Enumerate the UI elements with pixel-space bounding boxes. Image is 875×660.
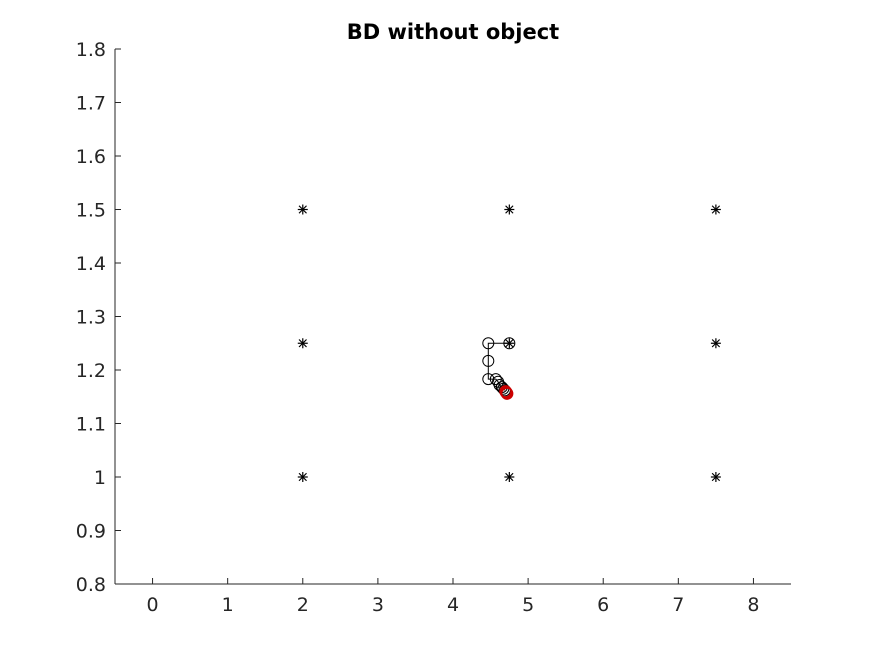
y-tick-label: 1.6 bbox=[76, 146, 106, 168]
x-tick-label: 3 bbox=[372, 594, 384, 616]
y-tick-label: 0.8 bbox=[76, 574, 106, 596]
trajectory-point bbox=[482, 354, 495, 367]
y-tick-label: 1 bbox=[94, 467, 106, 489]
x-tick-label: 8 bbox=[747, 594, 759, 616]
asterisk-marker bbox=[504, 338, 515, 349]
y-tick-label: 0.9 bbox=[76, 521, 106, 543]
x-tick-label: 7 bbox=[672, 594, 684, 616]
x-tick-label: 6 bbox=[597, 594, 609, 616]
asterisk-marker bbox=[504, 204, 515, 215]
trajectory-point bbox=[489, 373, 502, 386]
y-tick-label: 1.7 bbox=[76, 93, 106, 115]
y-tick-label: 1.1 bbox=[76, 414, 106, 436]
chart-title: BD without object bbox=[347, 20, 559, 44]
y-tick-label: 1.8 bbox=[76, 39, 106, 61]
y-tick-label: 1.3 bbox=[76, 307, 106, 329]
asterisk-marker bbox=[297, 472, 308, 482]
asterisk-marker bbox=[710, 472, 721, 482]
asterisk-marker bbox=[297, 338, 308, 349]
x-tick-label: 2 bbox=[297, 594, 309, 616]
final-point bbox=[500, 387, 514, 400]
asterisk-marker bbox=[710, 204, 721, 215]
axes: 0 1 2 3 4 5 6 7 8 0.8 0.9 1 1.1 1.2 1.3 1.4 1.5 1.6 1.7 1.8 bbox=[76, 39, 791, 616]
y-tick-label: 1.4 bbox=[76, 253, 106, 275]
trajectory-point bbox=[503, 337, 516, 350]
asterisk-marker bbox=[710, 338, 721, 349]
x-tick-label: 1 bbox=[222, 594, 234, 616]
x-tick-label: 0 bbox=[147, 594, 159, 616]
asterisk-marker bbox=[297, 204, 308, 215]
plot-area bbox=[297, 204, 721, 482]
asterisk-marker bbox=[504, 472, 515, 482]
x-tick-label: 4 bbox=[447, 594, 459, 616]
x-tick-label: 5 bbox=[522, 594, 534, 616]
y-tick-label: 1.5 bbox=[76, 200, 106, 222]
trajectory-point bbox=[482, 337, 495, 350]
y-tick-label: 1.2 bbox=[76, 360, 106, 382]
